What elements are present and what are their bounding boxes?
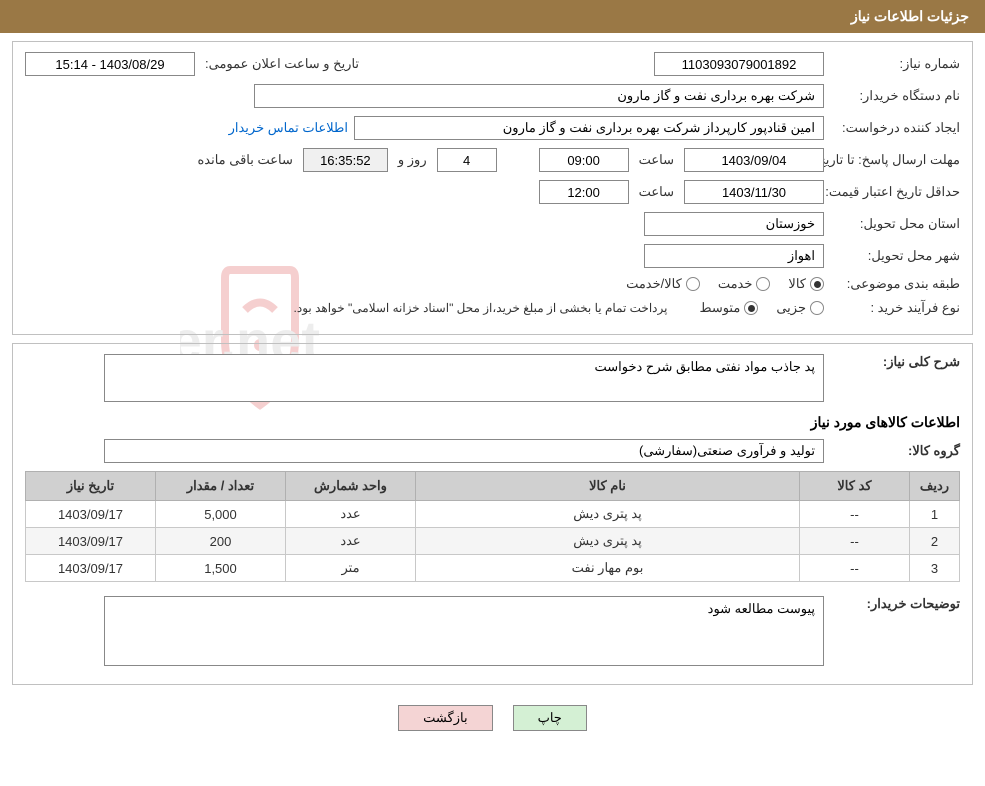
city-field[interactable] (644, 244, 824, 268)
page-title-bar: جزئیات اطلاعات نیاز (0, 0, 985, 33)
purchase-medium-radio[interactable]: متوسط (699, 300, 758, 316)
description-section: شرح کلی نیاز: اطلاعات کالاهای مورد نیاز … (12, 343, 973, 685)
table-cell: -- (800, 555, 910, 582)
validity-date-field[interactable] (684, 180, 824, 204)
purchase-partial-radio[interactable]: جزیی (776, 300, 824, 316)
table-cell: عدد (286, 528, 416, 555)
table-row: 2--پد پتری دیشعدد2001403/09/17 (26, 528, 960, 555)
buyer-notes-label: توضیحات خریدار: (830, 596, 960, 612)
table-cell: بوم مهار نفت (416, 555, 800, 582)
table-cell: 1403/09/17 (26, 501, 156, 528)
requester-label: ایجاد کننده درخواست: (830, 120, 960, 136)
goods-group-field[interactable] (104, 439, 824, 463)
table-row: 1--پد پتری دیشعدد5,0001403/09/17 (26, 501, 960, 528)
province-field[interactable] (644, 212, 824, 236)
time-label-1: ساعت (635, 152, 678, 168)
page-title: جزئیات اطلاعات نیاز (851, 8, 969, 24)
details-section: شماره نیاز: تاریخ و ساعت اعلان عمومی: نا… (12, 41, 973, 335)
buyer-contact-link[interactable]: اطلاعات تماس خریدار (229, 120, 348, 136)
table-cell: 2 (910, 528, 960, 555)
table-row: 3--بوم مهار نفتمتر1,5001403/09/17 (26, 555, 960, 582)
table-cell: 200 (156, 528, 286, 555)
time-label-2: ساعت (635, 184, 678, 200)
days-remaining-field[interactable] (437, 148, 497, 172)
validity-time-field[interactable] (539, 180, 629, 204)
remaining-label: ساعت باقی مانده (193, 152, 296, 168)
general-desc-textarea[interactable] (104, 354, 824, 402)
items-table: ردیف کد کالا نام کالا واحد شمارش تعداد /… (25, 471, 960, 582)
goods-group-label: گروه کالا: (830, 443, 960, 459)
payment-note: پرداخت تمام یا بخشی از مبلغ خرید،از محل … (294, 301, 668, 315)
category-label: طبقه بندی موضوعی: (830, 276, 960, 292)
buyer-org-field[interactable] (254, 84, 824, 108)
action-buttons: چاپ بازگشت (0, 693, 985, 751)
table-cell: 1,500 (156, 555, 286, 582)
buyer-notes-textarea[interactable] (104, 596, 824, 666)
th-date: تاریخ نیاز (26, 472, 156, 501)
items-title: اطلاعات کالاهای مورد نیاز (25, 414, 960, 431)
announce-label: تاریخ و ساعت اعلان عمومی: (201, 56, 363, 72)
category-goods-radio[interactable]: کالا (788, 276, 824, 292)
th-name: نام کالا (416, 472, 800, 501)
deadline-time-field[interactable] (539, 148, 629, 172)
th-idx: ردیف (910, 472, 960, 501)
validity-label: حداقل تاریخ اعتبار قیمت: تا تاریخ: (830, 184, 960, 201)
print-button[interactable]: چاپ (513, 705, 587, 731)
category-goods-label: کالا (788, 276, 806, 292)
category-service-label: خدمت (718, 276, 753, 292)
table-cell: پد پتری دیش (416, 501, 800, 528)
deadline-date-field[interactable] (684, 148, 824, 172)
buyer-org-label: نام دستگاه خریدار: (830, 88, 960, 104)
need-number-field[interactable] (654, 52, 824, 76)
table-cell: متر (286, 555, 416, 582)
th-code: کد کالا (800, 472, 910, 501)
back-button[interactable]: بازگشت (398, 705, 492, 731)
table-cell: 3 (910, 555, 960, 582)
table-cell: -- (800, 501, 910, 528)
deadline-label: مهلت ارسال پاسخ: تا تاریخ: (830, 152, 960, 169)
th-unit: واحد شمارش (286, 472, 416, 501)
requester-field[interactable] (354, 116, 824, 140)
table-cell: 5,000 (156, 501, 286, 528)
city-label: شهر محل تحویل: (830, 248, 960, 264)
countdown-field[interactable] (303, 148, 388, 172)
category-goods-service-radio[interactable]: کالا/خدمت (626, 276, 700, 292)
category-service-radio[interactable]: خدمت (718, 276, 771, 292)
th-qty: تعداد / مقدار (156, 472, 286, 501)
table-cell: عدد (286, 501, 416, 528)
general-desc-label: شرح کلی نیاز: (830, 354, 960, 370)
province-label: استان محل تحویل: (830, 216, 960, 232)
table-cell: -- (800, 528, 910, 555)
need-number-label: شماره نیاز: (830, 56, 960, 72)
table-cell: 1 (910, 501, 960, 528)
table-cell: پد پتری دیش (416, 528, 800, 555)
announce-datetime-field[interactable] (25, 52, 195, 76)
table-cell: 1403/09/17 (26, 528, 156, 555)
category-goods-service-label: کالا/خدمت (626, 276, 682, 292)
days-and-label: روز و (394, 152, 431, 168)
purchase-type-label: نوع فرآیند خرید : (830, 300, 960, 316)
purchase-partial-label: جزیی (776, 300, 806, 316)
table-cell: 1403/09/17 (26, 555, 156, 582)
purchase-type-radio-group: جزیی متوسط (699, 300, 824, 316)
purchase-medium-label: متوسط (699, 300, 740, 316)
category-radio-group: کالا خدمت کالا/خدمت (626, 276, 824, 292)
